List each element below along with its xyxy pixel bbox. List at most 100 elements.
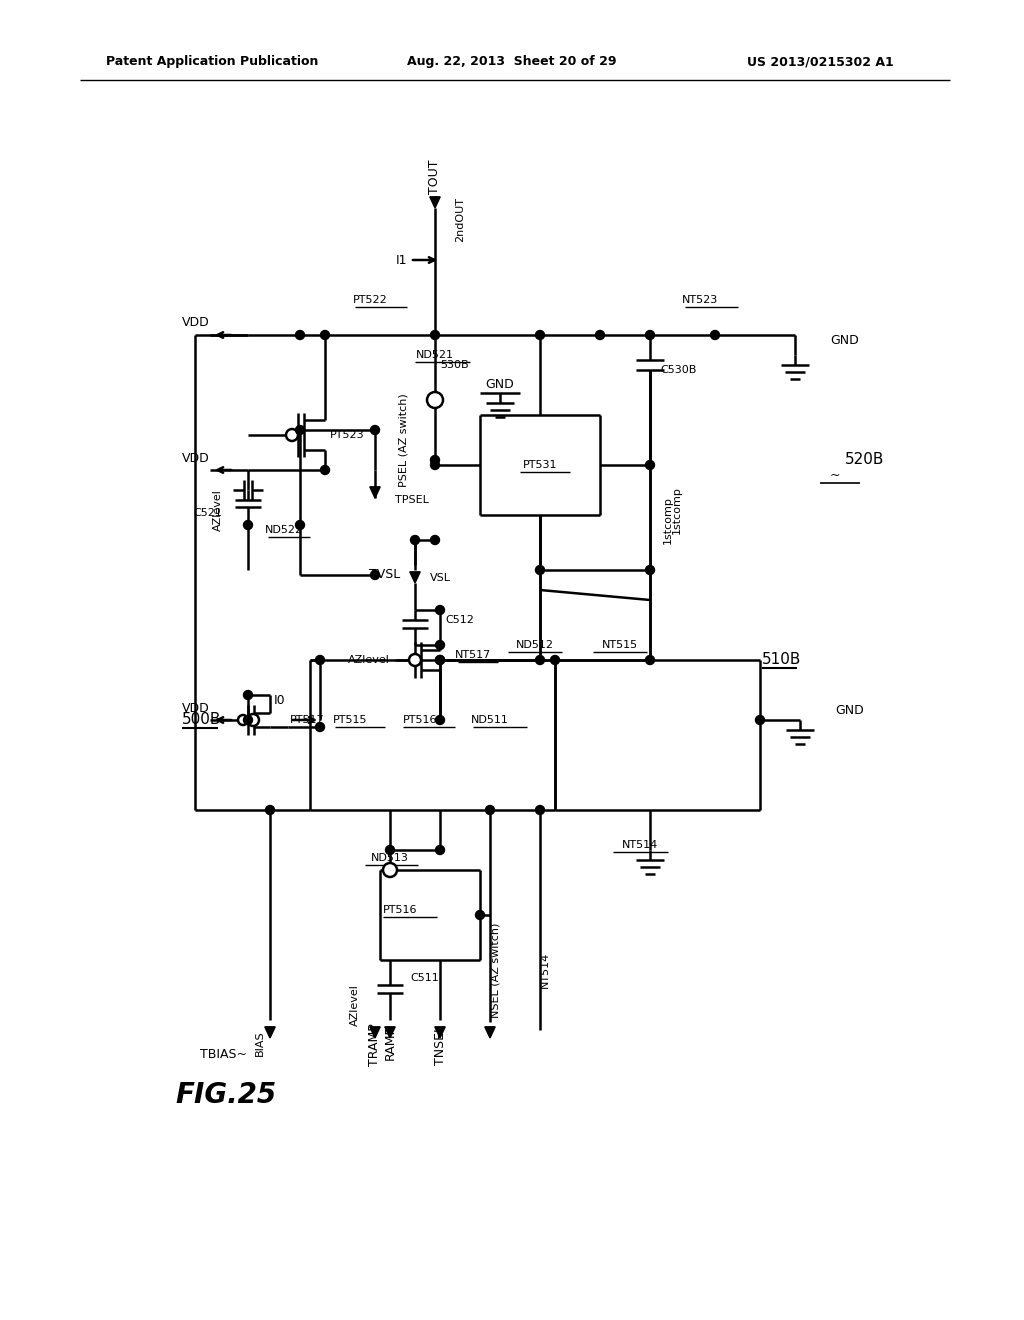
Circle shape <box>244 520 253 529</box>
Text: TVSL: TVSL <box>369 569 400 582</box>
Circle shape <box>756 715 765 725</box>
Polygon shape <box>410 572 420 583</box>
Circle shape <box>435 656 444 664</box>
Circle shape <box>265 805 274 814</box>
Text: 1stcomp: 1stcomp <box>672 486 682 533</box>
Text: ND522: ND522 <box>265 525 303 535</box>
Text: TRAMP: TRAMP <box>369 1023 382 1067</box>
Text: 500B: 500B <box>182 713 221 727</box>
Circle shape <box>435 656 444 664</box>
Text: TOUT: TOUT <box>428 160 441 194</box>
Polygon shape <box>435 1027 445 1038</box>
Circle shape <box>645 461 654 470</box>
Text: AZlevel: AZlevel <box>350 985 360 1026</box>
Text: ND512: ND512 <box>516 640 554 649</box>
Circle shape <box>596 330 604 339</box>
Text: TNSEL: TNSEL <box>433 1026 446 1065</box>
Circle shape <box>371 570 380 579</box>
Text: NSEL (AZ switch): NSEL (AZ switch) <box>490 923 500 1018</box>
Circle shape <box>315 656 325 664</box>
Text: AZlevel: AZlevel <box>213 490 223 531</box>
Text: BIAS: BIAS <box>255 1030 265 1056</box>
Polygon shape <box>385 1027 395 1038</box>
Text: RAMP: RAMP <box>384 1026 396 1060</box>
Text: ND513: ND513 <box>371 853 409 863</box>
Circle shape <box>430 330 439 339</box>
Text: Aug. 22, 2013  Sheet 20 of 29: Aug. 22, 2013 Sheet 20 of 29 <box>408 55 616 69</box>
Circle shape <box>430 461 439 470</box>
Circle shape <box>427 392 443 408</box>
Circle shape <box>286 429 298 441</box>
Circle shape <box>536 805 545 814</box>
Text: AZlevel: AZlevel <box>348 655 390 665</box>
Circle shape <box>645 565 654 574</box>
Circle shape <box>435 640 444 649</box>
Circle shape <box>645 330 654 339</box>
Text: PT516: PT516 <box>383 906 417 915</box>
Circle shape <box>645 656 654 664</box>
Text: 530B: 530B <box>440 360 469 370</box>
Circle shape <box>536 330 545 339</box>
Text: Patent Application Publication: Patent Application Publication <box>105 55 318 69</box>
Polygon shape <box>370 487 380 498</box>
Circle shape <box>296 520 304 529</box>
Text: VDD: VDD <box>182 315 210 329</box>
Circle shape <box>435 846 444 854</box>
Text: VDD: VDD <box>182 451 210 465</box>
Circle shape <box>315 722 325 731</box>
Circle shape <box>321 466 330 474</box>
Text: NT515: NT515 <box>602 640 638 649</box>
Circle shape <box>383 863 397 876</box>
Text: TBIAS~: TBIAS~ <box>200 1048 247 1061</box>
Text: US 2013/0215302 A1: US 2013/0215302 A1 <box>746 55 893 69</box>
Circle shape <box>435 606 444 615</box>
Polygon shape <box>370 1027 380 1038</box>
Circle shape <box>430 455 439 465</box>
Text: VSL: VSL <box>430 573 451 583</box>
Polygon shape <box>265 1027 275 1038</box>
Text: PT515: PT515 <box>333 715 368 725</box>
Text: 510B: 510B <box>762 652 802 668</box>
Circle shape <box>411 536 420 544</box>
Circle shape <box>385 846 394 854</box>
Polygon shape <box>484 1027 496 1038</box>
Circle shape <box>475 911 484 920</box>
Text: C530B: C530B <box>660 366 696 375</box>
Text: FIG.25: FIG.25 <box>175 1081 276 1109</box>
Text: 1stcomp: 1stcomp <box>663 496 673 544</box>
Text: C521: C521 <box>194 508 222 517</box>
Text: 520B: 520B <box>845 453 885 467</box>
Circle shape <box>247 714 259 726</box>
Circle shape <box>238 715 248 725</box>
Text: C511: C511 <box>410 973 438 983</box>
Circle shape <box>435 715 444 725</box>
Text: GND: GND <box>835 704 864 717</box>
Text: PT522: PT522 <box>352 294 387 305</box>
Text: PT531: PT531 <box>522 459 557 470</box>
Circle shape <box>296 425 304 434</box>
Text: ~: ~ <box>829 469 841 482</box>
Circle shape <box>321 330 330 339</box>
Text: C512: C512 <box>445 615 474 624</box>
Circle shape <box>371 425 380 434</box>
Polygon shape <box>430 197 440 209</box>
Text: NT514: NT514 <box>540 952 550 989</box>
Text: GND: GND <box>485 379 514 392</box>
Circle shape <box>244 690 253 700</box>
Text: PT517: PT517 <box>290 715 325 725</box>
Circle shape <box>536 656 545 664</box>
Text: NT517: NT517 <box>455 649 492 660</box>
Text: PT516: PT516 <box>402 715 437 725</box>
Circle shape <box>551 656 559 664</box>
Text: VDD: VDD <box>182 701 210 714</box>
Circle shape <box>409 653 421 667</box>
Text: NT523: NT523 <box>682 294 718 305</box>
Circle shape <box>536 565 545 574</box>
Text: TPSEL: TPSEL <box>395 495 429 506</box>
Text: I0: I0 <box>274 693 286 706</box>
Text: PSEL (AZ switch): PSEL (AZ switch) <box>398 393 408 487</box>
Text: PT523: PT523 <box>330 430 365 440</box>
Circle shape <box>711 330 720 339</box>
Text: ND521: ND521 <box>416 350 454 360</box>
Text: I1: I1 <box>395 253 407 267</box>
